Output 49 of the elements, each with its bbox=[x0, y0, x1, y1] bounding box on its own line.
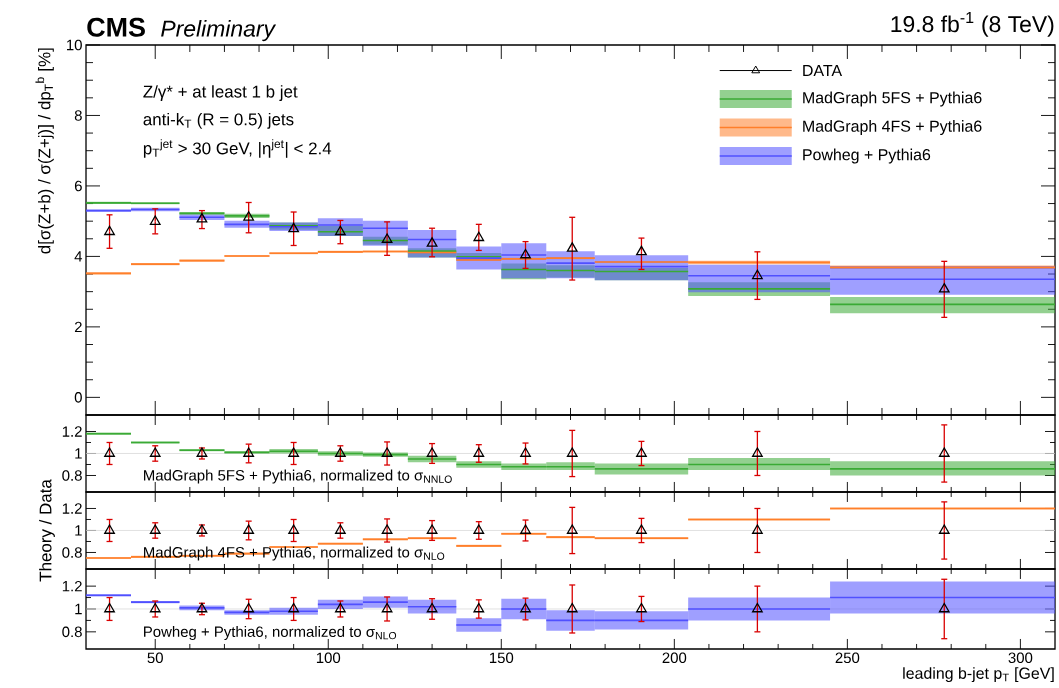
y-tick-label: 1.2 bbox=[62, 426, 82, 437]
y-tick-label: 2 bbox=[74, 321, 82, 333]
annotation: MadGraph 5FS + Pythia6, normalized to σ$_{NNLO}$ bbox=[144, 469, 452, 484]
annotation: Z/γ* + at least 1 b jet bbox=[143, 85, 298, 101]
x-axis-title: leading b-jet p$_{T}$ [GeV] bbox=[903, 667, 1054, 683]
y-tick-label: 1 bbox=[75, 448, 82, 459]
x-tick-label: 50 bbox=[147, 652, 163, 664]
annotation: anti-k$_{T}$ (R = 0.5) jets bbox=[143, 112, 294, 129]
x-tick-label: 150 bbox=[489, 652, 514, 664]
x-tick-label: 200 bbox=[662, 652, 687, 664]
point bbox=[149, 215, 161, 225]
y-tick-label: 0.8 bbox=[62, 470, 82, 481]
legend-label: DATA bbox=[803, 65, 843, 77]
point bbox=[243, 211, 255, 221]
y-tick-label: 0.8 bbox=[62, 626, 82, 638]
legend-label: Powheg + Pythia6 bbox=[803, 148, 931, 164]
legend-label: MadGraph 5FS + Pythia6 bbox=[803, 91, 982, 107]
legend-label: MadGraph 4FS + Pythia6 bbox=[803, 120, 982, 135]
chart-title: CMS bbox=[87, 17, 145, 37]
point bbox=[381, 233, 393, 243]
y-tick-label: 1.2 bbox=[62, 503, 82, 514]
y-tick-label: 6 bbox=[74, 180, 82, 192]
y-tick-label: 0 bbox=[74, 392, 82, 403]
point bbox=[751, 269, 763, 280]
point bbox=[334, 225, 346, 236]
point bbox=[473, 231, 485, 242]
annotation: p$_{T}$$^{jet}$ > 30 GeV, |η$^{jet}$| < 2.4 bbox=[143, 139, 332, 158]
y-tick-label: 1 bbox=[75, 525, 82, 536]
point bbox=[566, 242, 578, 252]
x-tick-label: 250 bbox=[835, 652, 860, 664]
annotation: Powheg + Pythia6, normalized to σ$_{NLO}$ bbox=[144, 626, 397, 640]
y-tick-label: 1.2 bbox=[62, 580, 82, 592]
point bbox=[288, 222, 300, 233]
point bbox=[426, 237, 438, 247]
y-tick-label: 4 bbox=[74, 251, 83, 262]
point bbox=[520, 248, 531, 259]
text: 19.8 fb$^{-1}$ (8 TeV) bbox=[891, 12, 1054, 37]
chart-subtitle: Preliminary bbox=[161, 19, 277, 42]
y-tick-label: 8 bbox=[74, 110, 82, 121]
point bbox=[636, 245, 647, 256]
point bbox=[104, 225, 115, 236]
y-tick-label: 0.8 bbox=[62, 547, 82, 558]
y-axis-title: d[σ(Z+b) / σ(Z+j)] / dp$_{T}$$^{b}$ [%] bbox=[35, 48, 54, 254]
x-tick-label: 100 bbox=[316, 652, 341, 664]
point bbox=[938, 283, 950, 293]
y-tick-label: 1 bbox=[75, 603, 82, 615]
y-tick-label: 10 bbox=[67, 39, 82, 51]
y-axis-title: Theory / Data bbox=[39, 479, 55, 582]
x-tick-label: 300 bbox=[1008, 652, 1033, 664]
